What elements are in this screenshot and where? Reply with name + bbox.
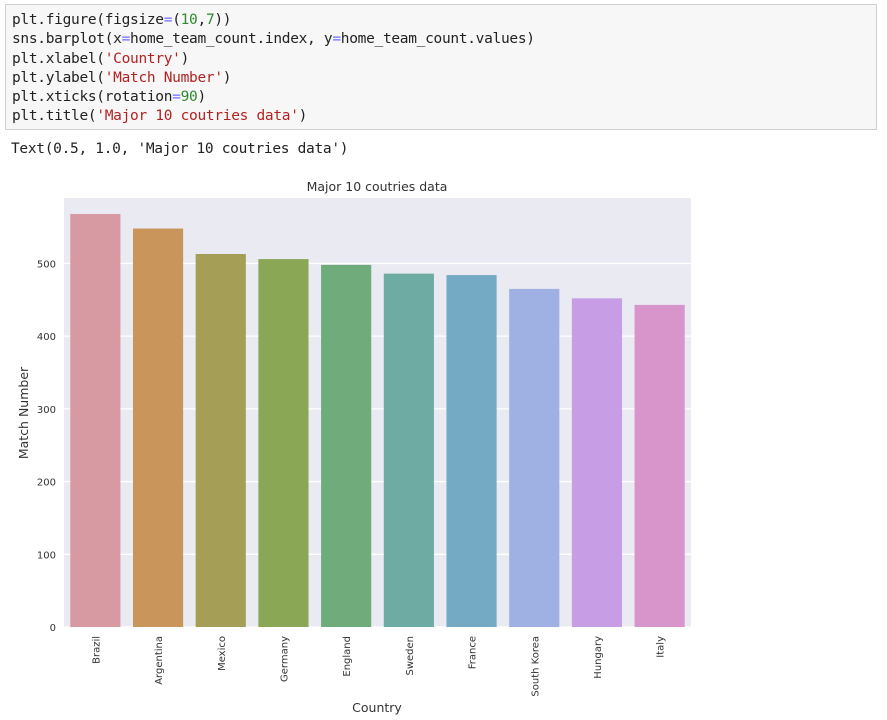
bar-germany (258, 259, 309, 627)
y-tick-label: 300 (37, 405, 56, 416)
bar-italy (634, 304, 685, 627)
x-tick-label: Argentina (154, 636, 165, 685)
code-token: ) (197, 89, 206, 106)
x-tick-label: Hungary (593, 636, 604, 679)
bars (70, 213, 685, 627)
bar-south-korea (509, 288, 560, 627)
code-token: = (121, 31, 131, 48)
code-token: )) (214, 12, 232, 28)
code-line: plt.ylabel('Match Number') (12, 69, 876, 88)
code-token: ) (180, 50, 190, 67)
x-axis-label: Country (352, 700, 402, 715)
bar-brazil (70, 213, 121, 627)
x-tick-label: Italy (656, 636, 667, 658)
bar-mexico (195, 253, 246, 627)
code-token: 'Match Number' (104, 69, 223, 86)
code-token: 'Major 10 coutries data' (96, 108, 299, 125)
y-tick-labels: 0 100 200 300 400 500 (37, 259, 56, 634)
code-token: = (332, 31, 341, 48)
x-tick-label: Mexico (217, 636, 228, 671)
code-token: 7 (205, 12, 215, 28)
code-line: plt.title('Major 10 coutries data') (12, 107, 876, 126)
code-token: plt.figure(figsize (12, 12, 164, 28)
x-tick-label: England (342, 636, 353, 677)
code-token: 'Country' (104, 50, 181, 67)
x-tick-label: France (468, 636, 479, 669)
code-token: plt.title( (12, 108, 97, 125)
code-token: , (197, 12, 207, 28)
x-tick-labels: Brazil Argentina Mexico Germany England Swede… (91, 636, 666, 697)
bar-sweden (383, 273, 434, 627)
code-token: 10 (180, 12, 198, 28)
code-token: ( (172, 12, 181, 28)
y-tick-label: 500 (37, 259, 56, 270)
code-line: plt.xlabel('Country') (12, 50, 876, 69)
y-tick-label: 100 (37, 550, 56, 561)
code-line: plt.figure(figsize=(10,7)) (12, 11, 876, 30)
y-tick-label: 200 (37, 478, 56, 489)
code-token: ) (298, 108, 308, 125)
code-token: = (172, 89, 181, 106)
code-token: plt.ylabel( (12, 69, 105, 86)
code-token: home_team_count.values) (340, 31, 535, 48)
code-token: 90 (180, 89, 198, 106)
code-token: sns.barplot(x (12, 31, 122, 48)
x-tick-label: Germany (279, 636, 290, 682)
code-token: plt.xticks(rotation (12, 89, 173, 106)
code-line: sns.barplot(x=home_team_count.index, y=h… (12, 30, 876, 49)
bar-hungary (571, 298, 623, 627)
code-token: plt.xlabel( (12, 50, 105, 67)
y-tick-label: 0 (50, 623, 56, 634)
y-axis-label: Match Number (16, 366, 31, 459)
code-block: plt.figure(figsize=(10,7)) sns.barplot(x=… (12, 11, 876, 127)
bar-france (446, 275, 497, 627)
bar-england (321, 264, 372, 627)
output-text: Text(0.5, 1.0, 'Major 10 coutries data') (11, 141, 349, 157)
code-cell[interactable]: plt.figure(figsize=(10,7)) sns.barplot(x=… (5, 4, 877, 130)
y-tick-label: 400 (37, 332, 56, 343)
code-token: = (163, 12, 173, 28)
code-token: home_team_count.index, y (130, 31, 333, 48)
code-token: ) (222, 69, 232, 86)
x-tick-label: Sweden (405, 636, 416, 676)
code-line: plt.xticks(rotation=90) (12, 88, 876, 107)
chart-title: Major 10 coutries data (307, 179, 448, 194)
x-tick-label: South Korea (530, 636, 541, 697)
x-tick-label: Brazil (91, 636, 102, 664)
bar-argentina (132, 228, 184, 627)
